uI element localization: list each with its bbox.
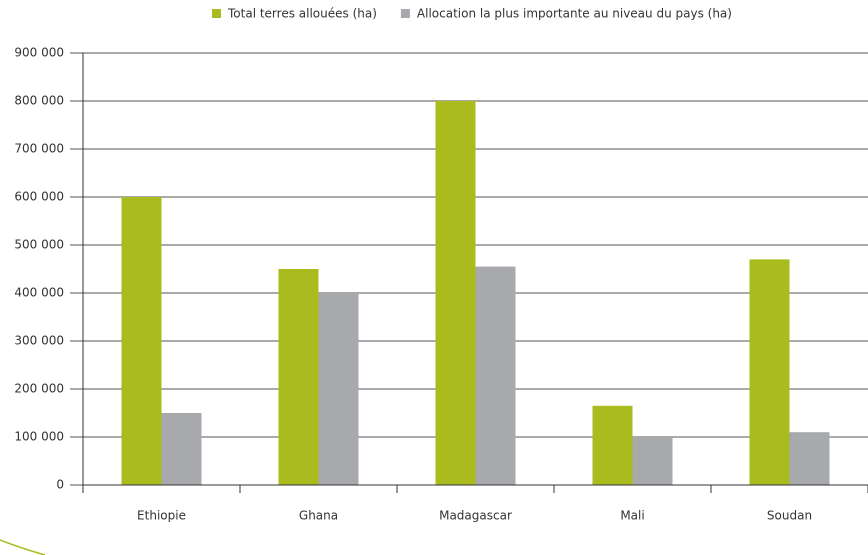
bar	[161, 413, 202, 485]
bar	[749, 259, 790, 485]
x-tick-label: Ghana	[299, 509, 338, 523]
bar	[475, 266, 516, 485]
y-tick-label: 900 000	[14, 46, 64, 60]
legend-label: Allocation la plus importante au niveau …	[417, 7, 732, 21]
y-tick-label: 200 000	[14, 382, 64, 396]
x-tick-label: Soudan	[767, 509, 812, 523]
bar	[121, 197, 162, 485]
y-tick-label: 400 000	[14, 286, 64, 300]
bar	[789, 432, 830, 485]
x-tick-label: Mali	[620, 509, 644, 523]
bar	[318, 293, 359, 485]
legend-swatch	[212, 9, 221, 18]
y-tick-label: 800 000	[14, 94, 64, 108]
y-tick-label: 300 000	[14, 334, 64, 348]
legend-label: Total terres allouées (ha)	[227, 7, 377, 21]
x-tick-label: Madagascar	[439, 509, 512, 523]
y-tick-label: 700 000	[14, 142, 64, 156]
y-tick-label: 100 000	[14, 430, 64, 444]
y-tick-label: 500 000	[14, 238, 64, 252]
decoration	[0, 539, 46, 555]
bar	[435, 101, 476, 485]
y-tick-label: 600 000	[14, 190, 64, 204]
bar	[592, 405, 633, 485]
x-tick-label: Ethiopie	[137, 509, 186, 523]
bar	[278, 269, 319, 485]
legend-swatch	[400, 9, 410, 18]
y-tick-label: 0	[56, 478, 64, 492]
bar	[632, 437, 673, 485]
